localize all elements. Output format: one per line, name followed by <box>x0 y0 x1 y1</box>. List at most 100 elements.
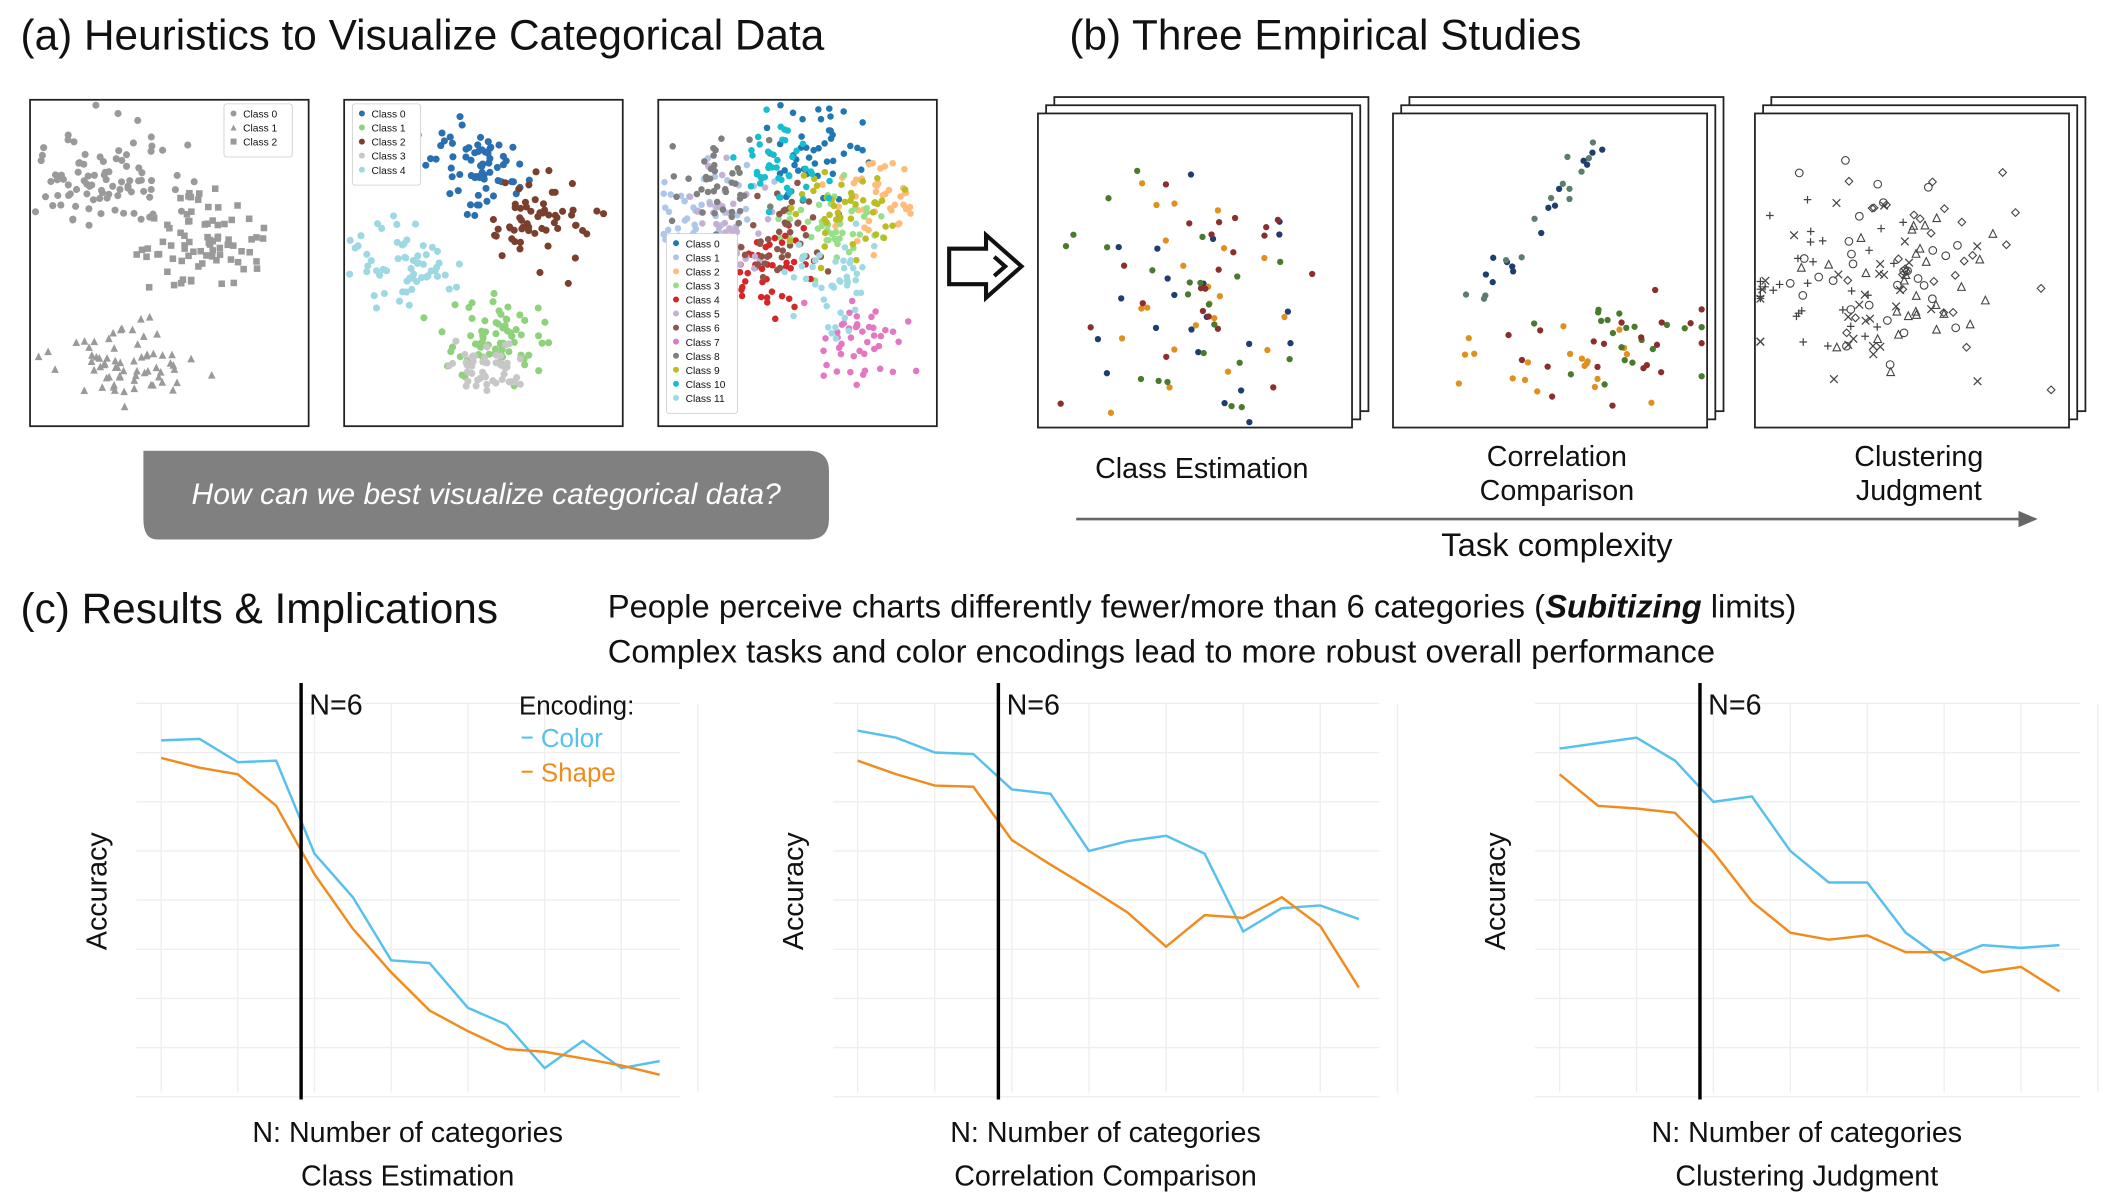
point <box>870 242 878 250</box>
point <box>742 278 749 285</box>
point <box>72 185 81 194</box>
point <box>221 220 228 228</box>
point <box>778 239 786 246</box>
point <box>875 342 883 350</box>
point <box>489 215 497 224</box>
point <box>788 198 796 206</box>
point <box>1566 185 1573 192</box>
point <box>673 254 680 261</box>
point <box>428 243 436 251</box>
point <box>1187 171 1195 178</box>
x-axis-label: N: Number of categories <box>1652 1117 1963 1149</box>
point <box>698 201 705 209</box>
point <box>216 244 224 252</box>
point <box>260 224 268 232</box>
point <box>101 359 109 368</box>
point <box>1789 230 1799 240</box>
point <box>1988 228 1998 238</box>
point <box>872 308 879 315</box>
legend-frame <box>351 103 422 186</box>
point <box>1230 249 1237 256</box>
point <box>133 251 140 258</box>
point <box>120 209 128 217</box>
point <box>538 339 546 347</box>
point <box>1604 316 1611 324</box>
point <box>757 293 765 301</box>
point <box>832 258 839 265</box>
point <box>1538 229 1545 237</box>
point <box>501 179 509 187</box>
point <box>474 141 482 149</box>
point <box>1698 306 1705 313</box>
point <box>1205 313 1212 320</box>
point <box>72 202 80 210</box>
point <box>1215 218 1223 226</box>
point <box>509 178 517 186</box>
point <box>1134 167 1141 175</box>
point <box>774 156 781 164</box>
point <box>1263 224 1270 231</box>
point <box>1806 238 1815 246</box>
point <box>478 146 486 154</box>
point <box>1455 380 1462 387</box>
point <box>1861 267 1871 278</box>
legend-label: Class 0 <box>243 110 277 121</box>
legend-title: Encoding: <box>519 692 634 720</box>
point <box>1965 318 1975 329</box>
point <box>112 155 120 163</box>
point <box>177 229 184 237</box>
point <box>402 254 410 262</box>
point <box>115 147 123 155</box>
point <box>761 184 769 191</box>
point <box>1594 375 1601 382</box>
point <box>1186 220 1193 227</box>
point <box>785 172 793 180</box>
point <box>1803 195 1812 204</box>
point <box>534 304 542 312</box>
point <box>476 133 485 141</box>
point <box>527 207 535 215</box>
annotation: N=6 <box>1708 689 1761 721</box>
point <box>748 147 755 154</box>
point <box>80 386 89 395</box>
point <box>1838 306 1847 314</box>
point <box>901 165 908 173</box>
legend-label: Class 3 <box>686 281 720 292</box>
point <box>1139 300 1146 307</box>
point <box>1908 220 1919 230</box>
point <box>140 187 148 195</box>
point <box>483 359 491 367</box>
point <box>802 165 809 173</box>
point <box>786 237 794 245</box>
axis-label: Task complexity <box>1441 526 1673 563</box>
point <box>539 200 548 208</box>
point <box>849 240 857 248</box>
point <box>138 246 146 254</box>
point <box>498 252 506 260</box>
point <box>681 217 689 224</box>
point <box>847 142 854 150</box>
point <box>853 313 861 320</box>
point <box>859 146 866 154</box>
point <box>458 121 466 129</box>
point <box>685 175 692 182</box>
point <box>155 372 163 381</box>
point <box>1208 231 1215 238</box>
point <box>1518 254 1525 261</box>
point <box>868 313 875 321</box>
point <box>503 363 511 371</box>
point <box>1214 207 1222 214</box>
point <box>152 363 161 372</box>
point <box>246 248 253 256</box>
x-axis-label: N: Number of categories <box>950 1117 1261 1149</box>
point <box>1589 149 1596 156</box>
point <box>1567 371 1575 378</box>
point <box>1823 259 1834 269</box>
point <box>1228 403 1235 410</box>
point <box>852 220 860 227</box>
point <box>1482 271 1490 278</box>
point <box>673 240 680 247</box>
point <box>894 221 902 228</box>
point <box>1899 275 1909 285</box>
point <box>1616 326 1623 333</box>
